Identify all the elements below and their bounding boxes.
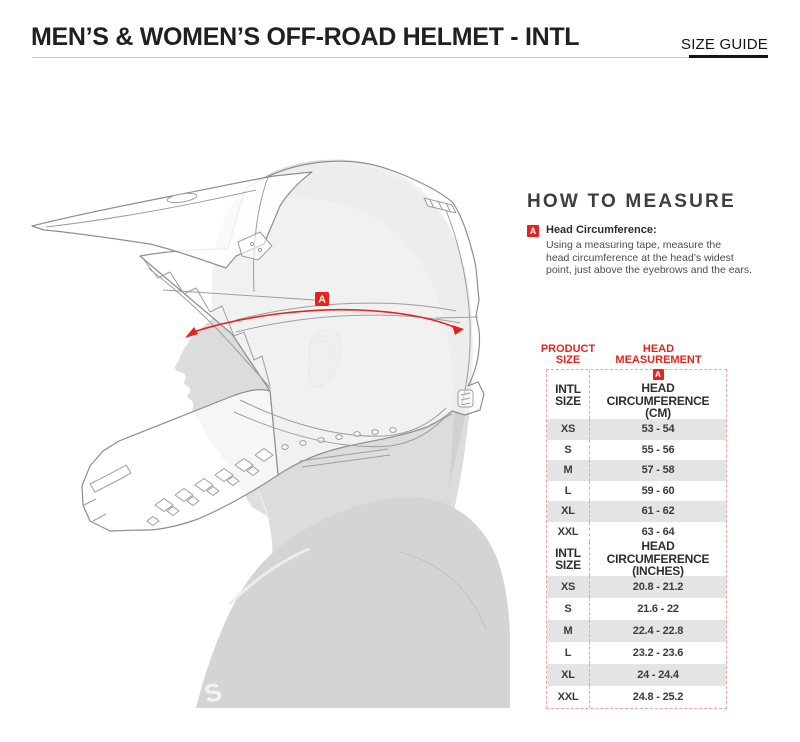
section-measure-label-cell: A HEAD CIRCUMFERENCE (CM) xyxy=(590,369,726,421)
size-cell: M xyxy=(547,460,590,481)
instruction-line: Using a measuring tape, measure the xyxy=(546,239,722,251)
table-marker-badge: A xyxy=(652,369,664,381)
measurement-cell: 61 - 62 xyxy=(641,505,675,518)
arc-arrowhead-left xyxy=(185,327,198,338)
measurement-overlay: A xyxy=(162,289,464,338)
dome-crease xyxy=(253,176,269,293)
back-crease xyxy=(445,209,471,405)
visor-screw-plate xyxy=(237,231,273,261)
section-size-label-cell: INTL SIZE xyxy=(547,542,590,576)
section-measure-line: HEAD CIRCUMFERENCE xyxy=(606,381,710,408)
header-divider-accent xyxy=(689,55,768,58)
table-section-header-row: INTL SIZE HEAD CIRCUMFERENCE (INCHES) xyxy=(547,539,726,579)
header-divider xyxy=(32,57,768,58)
measurement-cell: 57 - 58 xyxy=(641,464,675,477)
how-to-measure-heading: HOW TO MEASURE xyxy=(527,191,736,212)
measurement-cell: 20.8 - 21.2 xyxy=(632,581,684,593)
head-measurement-column-header: HEAD MEASUREMENT xyxy=(615,343,702,366)
size-table-box: INTL SIZE A HEAD CIRCUMFERENCE (CM) XS 53 - 54… xyxy=(546,369,727,709)
size-guide-label: SIZE GUIDE xyxy=(680,36,768,53)
truss-lattice xyxy=(143,259,271,387)
size-table-row: XL 24 - 24.4 xyxy=(547,664,726,686)
table-section-header-row: INTL SIZE A HEAD CIRCUMFERENCE (CM) xyxy=(547,369,726,421)
helmet-drawing xyxy=(31,160,485,532)
size-table-row: XXL 63 - 64 xyxy=(547,521,726,542)
section-label-line: SIZE xyxy=(555,393,581,408)
size-cell: XL xyxy=(547,501,590,522)
measurement-cell: 55 - 56 xyxy=(641,443,675,456)
size-cell: L xyxy=(547,642,590,664)
section-label-line: SIZE xyxy=(555,558,581,572)
how-to-measure-section: HOW TO MEASURE A Head Circumference: Usi… xyxy=(527,191,789,277)
measurement-marker-badge xyxy=(315,292,329,306)
helmet-chin-bar xyxy=(81,389,279,532)
marker-leader-line xyxy=(162,289,316,301)
truss-rail xyxy=(147,267,272,390)
measurement-cell: 59 - 60 xyxy=(641,484,675,497)
size-cell: XS xyxy=(547,419,590,440)
collar-line xyxy=(229,547,311,605)
size-table-row: M 22.4 - 22.8 xyxy=(547,620,726,642)
measurement-cell: 21.6 - 22 xyxy=(637,603,679,615)
size-cell: S xyxy=(547,598,590,620)
rear-ridge xyxy=(435,316,479,319)
size-table-row: XS 20.8 - 21.2 xyxy=(547,576,726,598)
instruction-title: Head Circumference: xyxy=(546,224,657,236)
instruction-marker-badge: A xyxy=(527,225,539,237)
size-cell: M xyxy=(547,620,590,642)
chin-band-line xyxy=(233,411,449,448)
instruction-body: Head Circumference: Using a measuring ta… xyxy=(546,224,752,277)
size-table-row: L 59 - 60 xyxy=(547,480,726,501)
size-table-row: XS 53 - 54 xyxy=(547,419,726,440)
peak-vent-slot xyxy=(166,192,198,204)
size-table-row: XXL 24.8 - 25.2 xyxy=(547,686,726,708)
size-table: PRODUCT SIZE HEAD MEASUREMENT INTL SIZE A H… xyxy=(540,338,727,709)
chin-slot xyxy=(299,448,391,468)
measurement-marker-label: A xyxy=(318,294,326,306)
section-measure-line: HEAD CIRCUMFERENCE xyxy=(606,539,710,566)
helmet-measurement-illustration: S xyxy=(31,159,510,709)
size-table-row: S 21.6 - 22 xyxy=(547,598,726,620)
circumference-arc xyxy=(189,308,459,334)
size-table-column-headers: PRODUCT SIZE HEAD MEASUREMENT xyxy=(540,338,727,369)
size-cell: XL xyxy=(547,664,590,686)
section-label-line: INTL xyxy=(555,381,581,396)
section-measure-line: (INCHES) xyxy=(632,564,684,579)
goggle-strap-line xyxy=(235,302,457,321)
product-size-column-header: PRODUCT SIZE xyxy=(540,343,596,366)
page-title: MEN’S & WOMEN’S OFF-ROAD HELMET - INTL xyxy=(31,23,580,51)
size-cell: S xyxy=(547,439,590,460)
measurement-cell: 24.8 - 25.2 xyxy=(632,691,684,703)
arc-arrowhead-right xyxy=(452,325,464,335)
measurement-cell: 23.2 - 23.6 xyxy=(632,647,684,659)
shirt xyxy=(196,496,510,708)
section-size-label-cell: INTL SIZE xyxy=(547,370,590,419)
size-table-row: L 23.2 - 23.6 xyxy=(547,642,726,664)
size-cell: XXL xyxy=(547,686,590,708)
size-cell: XXL xyxy=(547,521,590,542)
instruction-line: point, just above the eyebrows and the e… xyxy=(546,264,753,277)
instruction-line: head circumference at the head’s widest xyxy=(546,251,734,264)
sleeve-seam xyxy=(399,551,487,631)
size-cell: XS xyxy=(547,576,590,598)
measurement-cell: 24 - 24.4 xyxy=(637,669,679,681)
size-table-row: S 55 - 56 xyxy=(547,439,726,460)
section-measure-line: (CM) xyxy=(645,406,671,421)
chin-vent-holes xyxy=(146,427,397,526)
helmet-panel-lines xyxy=(45,176,479,522)
goggle-strap-line xyxy=(235,314,461,333)
section-label-line: INTL xyxy=(555,546,581,560)
measurement-cell: 53 - 54 xyxy=(641,423,675,436)
size-cell: L xyxy=(547,480,590,501)
shirt-logo-letter: S xyxy=(202,678,225,709)
measurement-cell: 22.4 - 22.8 xyxy=(632,625,684,637)
size-table-row: XL 61 - 62 xyxy=(547,501,726,522)
measure-instruction-item: A Head Circumference: Using a measuring … xyxy=(527,224,789,277)
chin-band-line xyxy=(239,399,447,437)
size-table-row: M 57 - 58 xyxy=(547,460,726,481)
mouth-vent-slot xyxy=(89,464,132,493)
section-measure-label-cell: HEAD CIRCUMFERENCE (INCHES) xyxy=(590,539,726,579)
measurement-cell: 63 - 64 xyxy=(641,525,675,538)
